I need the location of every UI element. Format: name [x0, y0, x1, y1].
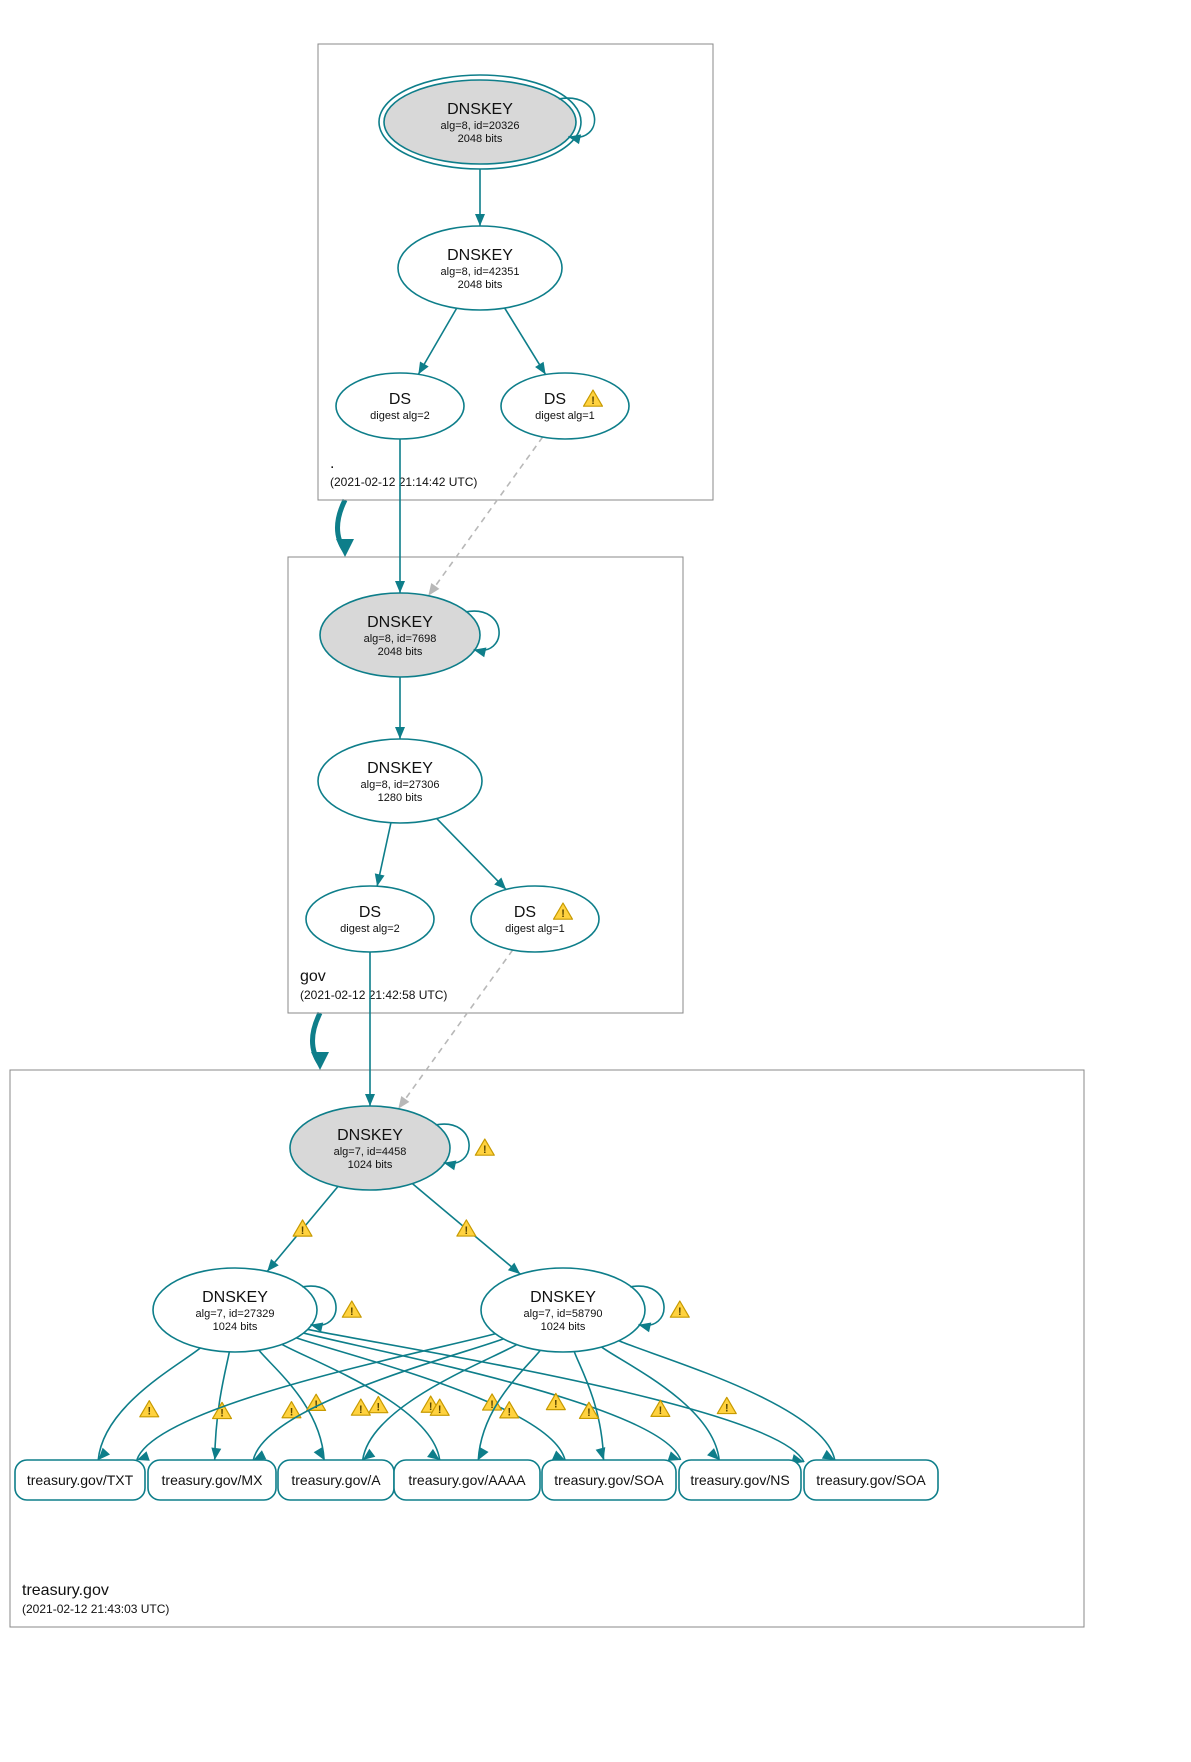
record-label-r_soa1: treasury.gov/SOA [554, 1472, 664, 1488]
node-title-n_tg_z1: DNSKEY [202, 1289, 268, 1306]
warning-icon-mark: ! [659, 1405, 663, 1417]
node-title-n_gov_zsk: DNSKEY [367, 760, 433, 777]
warning-icon-mark: ! [290, 1407, 294, 1419]
node-line2-n_root_ds2: digest alg=2 [370, 410, 430, 422]
node-line2-n_gov_ds1: digest alg=1 [505, 923, 565, 935]
node-title-n_tg_z2: DNSKEY [530, 1289, 596, 1306]
record-label-r_ns: treasury.gov/NS [690, 1472, 789, 1488]
node-line3-n_root_ksk: 2048 bits [458, 133, 503, 145]
warning-icon-mark: ! [507, 1407, 511, 1419]
warning-icon-mark: ! [220, 1407, 224, 1419]
node-line2-n_tg_z1: alg=7, id=27329 [196, 1308, 275, 1320]
node-title-n_root_ds2: DS [389, 391, 411, 408]
edge-n_root_ds1-n_gov_ksk [428, 437, 542, 596]
node-line2-n_gov_ds2: digest alg=2 [340, 923, 400, 935]
node-line2-n_tg_z2: alg=7, id=58790 [524, 1308, 603, 1320]
warning-icon-mark: ! [561, 908, 565, 920]
node-line2-n_gov_ksk: alg=8, id=7698 [364, 633, 437, 645]
node-title-n_tg_ksk: DNSKEY [337, 1127, 403, 1144]
zone-timestamp-root: (2021-02-12 21:14:42 UTC) [330, 475, 477, 489]
warning-icon-mark: ! [301, 1225, 305, 1237]
node-title-n_root_zsk: DNSKEY [447, 247, 513, 264]
warning-icon-mark: ! [147, 1406, 151, 1418]
node-line2-n_root_ksk: alg=8, id=20326 [441, 120, 520, 132]
warning-icon-mark: ! [725, 1402, 729, 1414]
zone-timestamp-tg: (2021-02-12 21:43:03 UTC) [22, 1602, 169, 1616]
zone-label-tg: treasury.gov [22, 1582, 109, 1599]
warning-icon-mark: ! [591, 395, 595, 407]
node-line2-n_root_ds1: digest alg=1 [535, 410, 595, 422]
node-line3-n_root_zsk: 2048 bits [458, 279, 503, 291]
record-label-r_mx: treasury.gov/MX [162, 1472, 264, 1488]
node-line3-n_gov_zsk: 1280 bits [378, 792, 423, 804]
warning-icon-mark: ! [678, 1306, 682, 1318]
warning-icon-mark: ! [377, 1401, 381, 1413]
warning-icon-mark: ! [465, 1225, 469, 1237]
warning-icon-mark: ! [483, 1144, 487, 1156]
node-line3-n_tg_ksk: 1024 bits [348, 1159, 393, 1171]
zone-delegation-arrowhead [336, 539, 354, 557]
edge-n_gov_ds1-n_tg_ksk [398, 950, 512, 1109]
node-title-n_gov_ds2: DS [359, 904, 381, 921]
node-line2-n_root_zsk: alg=8, id=42351 [441, 266, 520, 278]
node-title-n_gov_ds1: DS [514, 904, 536, 921]
warning-icon-mark: ! [438, 1404, 442, 1416]
record-label-r_aaaa: treasury.gov/AAAA [408, 1472, 526, 1488]
zone-delegation-arrowhead [311, 1052, 329, 1070]
record-label-r_a: treasury.gov/A [291, 1472, 381, 1488]
record-label-r_txt: treasury.gov/TXT [27, 1472, 134, 1488]
zone-label-gov: gov [300, 968, 326, 985]
edge-n_gov_zsk-n_gov_ds1 [437, 819, 506, 890]
warning-icon-mark: ! [359, 1404, 363, 1416]
warning-icon-mark: ! [350, 1306, 354, 1318]
zone-label-root: . [330, 455, 334, 472]
node-line2-n_tg_ksk: alg=7, id=4458 [334, 1146, 407, 1158]
node-line2-n_gov_zsk: alg=8, id=27306 [361, 779, 440, 791]
node-title-n_root_ds1: DS [544, 391, 566, 408]
node-line3-n_gov_ksk: 2048 bits [378, 646, 423, 658]
warning-icon-mark: ! [587, 1407, 591, 1419]
node-title-n_root_ksk: DNSKEY [447, 101, 513, 118]
zone-timestamp-gov: (2021-02-12 21:42:58 UTC) [300, 988, 447, 1002]
warning-icon-mark: ! [429, 1401, 433, 1413]
node-line3-n_tg_z2: 1024 bits [541, 1321, 586, 1333]
node-line3-n_tg_z1: 1024 bits [213, 1321, 258, 1333]
record-label-r_soa2: treasury.gov/SOA [816, 1472, 926, 1488]
warning-icon-mark: ! [554, 1398, 558, 1410]
node-title-n_gov_ksk: DNSKEY [367, 614, 433, 631]
